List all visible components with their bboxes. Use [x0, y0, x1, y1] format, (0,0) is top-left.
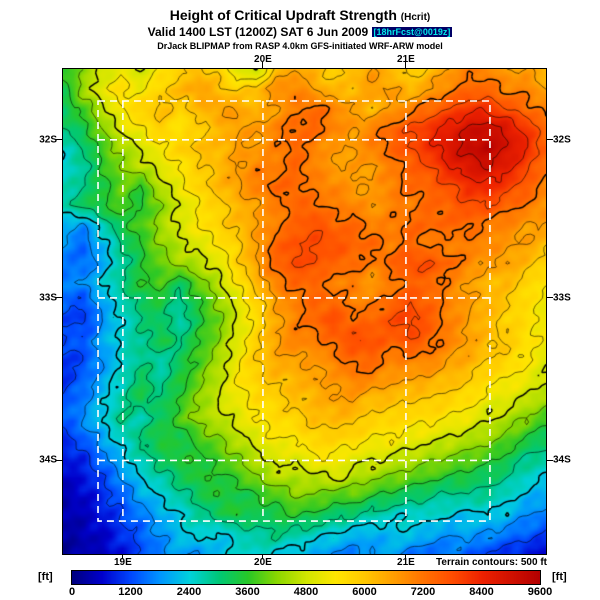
latlon-grid-overlay [97, 100, 491, 522]
colorbar-tick-label: 7200 [410, 586, 436, 598]
axis-tick [56, 297, 62, 299]
forecast-tag-badge: [18hrFcst@0019z] [371, 27, 453, 37]
colorbar-unit-left: [ft] [38, 571, 53, 583]
axis-label-lat-left: 32S [39, 134, 57, 146]
axis-tick [262, 62, 264, 68]
axis-tick [405, 555, 407, 559]
colorbar-tick-label: 3600 [235, 586, 260, 598]
axis-label-lat-left: 34S [39, 454, 57, 466]
axis-tick [122, 555, 124, 559]
map-area [62, 68, 547, 555]
axis-label-lon-bottom: 19E [113, 557, 132, 568]
axis-label-lat-right: 34S [553, 454, 571, 466]
axis-tick [405, 62, 407, 68]
axis-label-lon-bottom: 21E [397, 557, 415, 568]
colorbar-unit-right: [ft] [552, 571, 567, 583]
axis-tick [547, 459, 553, 461]
chart-title: Height of Critical Updraft Strength (Hcr… [0, 7, 600, 23]
chart-title-suffix: (Hcrit) [400, 12, 431, 23]
axis-label-lat-right: 33S [553, 292, 571, 304]
colorbar-tick-label: 8400 [469, 586, 494, 598]
axis-label-lon-top: 21E [397, 54, 415, 65]
hcrit-heatmap-canvas [63, 69, 546, 554]
axis-tick [547, 139, 553, 141]
chart-title-text: Height of Critical Updraft Strength [169, 7, 397, 23]
colorbar-tick-label: 4800 [293, 586, 319, 598]
domain-boundary-dashed-rect [97, 100, 491, 522]
colorbar-tick-label: 9600 [527, 586, 553, 598]
colorbar-tick-label: 1200 [118, 586, 143, 598]
valid-time-line: Valid 1400 LST (1200Z) SAT 6 Jun 2009 [1… [0, 25, 600, 39]
axis-tick [262, 555, 264, 559]
colorbar-tick-label: 6000 [352, 586, 377, 598]
axis-tick [56, 459, 62, 461]
model-credit-line: DrJack BLIPMAP from RASP 4.0km GFS-initi… [157, 41, 443, 51]
axis-tick [56, 139, 62, 141]
axis-tick [547, 297, 553, 299]
terrain-contours-note: Terrain contours: 500 ft [436, 557, 547, 568]
valid-time-text: Valid 1400 LST (1200Z) SAT 6 Jun 2009 [147, 25, 369, 39]
axis-label-lon-bottom: 20E [254, 557, 272, 568]
axis-label-lat-left: 33S [39, 292, 57, 304]
axis-label-lat-right: 32S [553, 134, 571, 146]
colorbar-tick-label: 2400 [176, 586, 202, 598]
colorbar [71, 570, 541, 585]
axis-label-lon-top: 20E [254, 54, 272, 65]
colorbar-tick-label: 0 [68, 586, 76, 598]
